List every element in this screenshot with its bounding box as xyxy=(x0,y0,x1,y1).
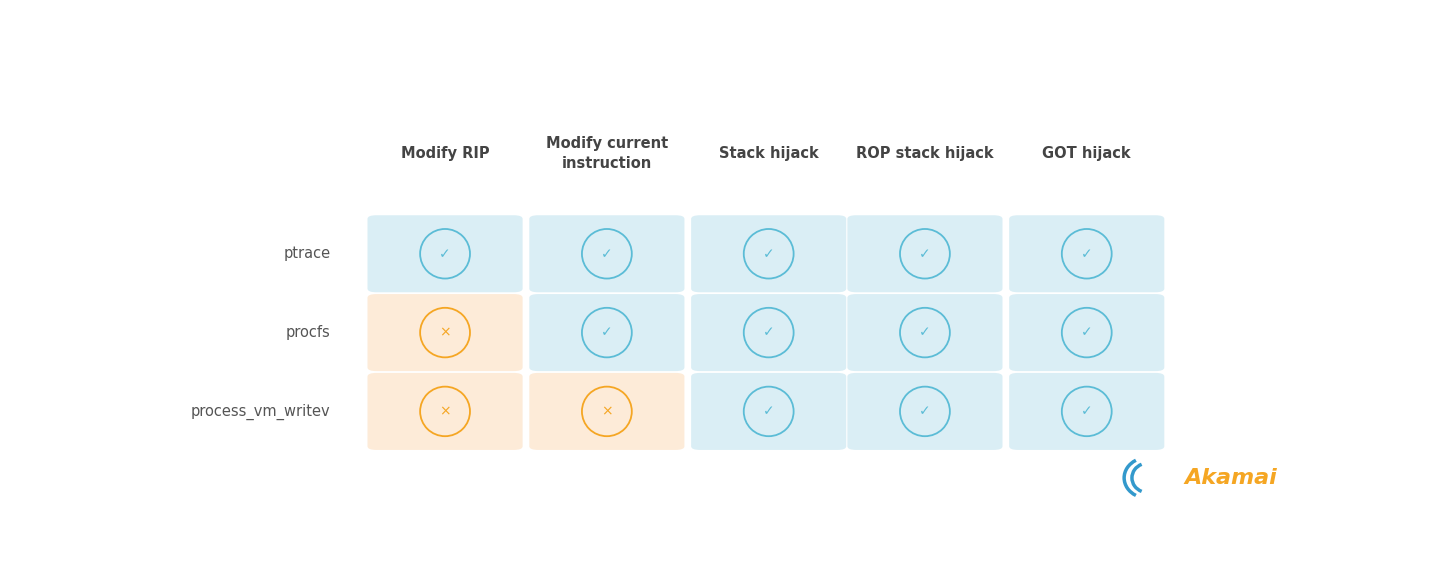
Text: ✓: ✓ xyxy=(600,247,612,261)
FancyBboxPatch shape xyxy=(847,373,1002,450)
FancyBboxPatch shape xyxy=(691,215,847,292)
FancyBboxPatch shape xyxy=(530,215,684,292)
FancyBboxPatch shape xyxy=(1009,294,1165,371)
Text: Stack hijack: Stack hijack xyxy=(719,146,818,161)
FancyBboxPatch shape xyxy=(530,294,684,371)
FancyBboxPatch shape xyxy=(367,294,523,371)
Text: ✓: ✓ xyxy=(919,247,930,261)
FancyBboxPatch shape xyxy=(691,294,847,371)
FancyBboxPatch shape xyxy=(691,373,847,450)
FancyBboxPatch shape xyxy=(847,294,1002,371)
Text: ✓: ✓ xyxy=(1081,326,1093,339)
FancyBboxPatch shape xyxy=(367,373,523,450)
Text: ✓: ✓ xyxy=(1081,247,1093,261)
Text: Modify current
instruction: Modify current instruction xyxy=(546,136,668,171)
Text: ✓: ✓ xyxy=(600,326,612,339)
FancyBboxPatch shape xyxy=(530,373,684,450)
Text: ×: × xyxy=(439,404,451,418)
Text: ✓: ✓ xyxy=(1081,404,1093,418)
FancyBboxPatch shape xyxy=(1009,373,1165,450)
FancyBboxPatch shape xyxy=(367,215,523,292)
Text: ROP stack hijack: ROP stack hijack xyxy=(857,146,994,161)
Text: ✓: ✓ xyxy=(919,326,930,339)
FancyBboxPatch shape xyxy=(1009,215,1165,292)
FancyBboxPatch shape xyxy=(847,215,1002,292)
Text: ✓: ✓ xyxy=(763,326,775,339)
Text: ptrace: ptrace xyxy=(284,246,331,261)
Text: ✓: ✓ xyxy=(763,404,775,418)
Text: GOT hijack: GOT hijack xyxy=(1043,146,1130,161)
Text: ✓: ✓ xyxy=(763,247,775,261)
Text: ×: × xyxy=(439,326,451,339)
Text: ✓: ✓ xyxy=(919,404,930,418)
Text: Modify RIP: Modify RIP xyxy=(400,146,490,161)
Text: procfs: procfs xyxy=(287,325,331,340)
Text: ×: × xyxy=(600,404,612,418)
Text: process_vm_writev: process_vm_writev xyxy=(192,403,331,419)
Text: Akamai: Akamai xyxy=(1185,468,1277,488)
Text: ✓: ✓ xyxy=(439,247,451,261)
